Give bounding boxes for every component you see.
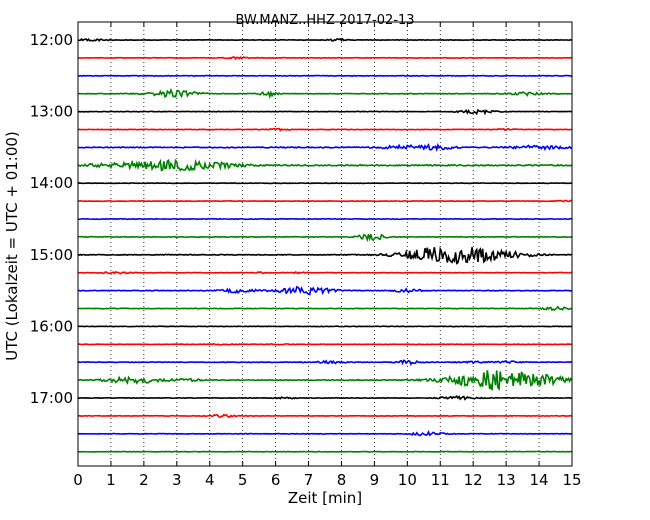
x-axis-ticks: 0 1 2 3 4 5 6 7 8 9 10 11 12 13 14 15 (73, 22, 582, 489)
trace-1215 (77, 55, 573, 61)
y-tick-label-4: 16:00 (30, 317, 73, 335)
x-tick-label-7: 7 (304, 471, 314, 489)
trace-1715 (77, 413, 573, 418)
seismogram-traces (77, 37, 573, 453)
trace-1400 (77, 182, 573, 185)
x-tick-label-0: 0 (73, 471, 83, 489)
trace-1430 (77, 217, 573, 221)
x-tick-label-9: 9 (370, 471, 380, 489)
y-tick-label-2: 14:00 (30, 174, 73, 192)
trace-1745 (77, 450, 573, 453)
x-tick-label-8: 8 (337, 471, 347, 489)
plot-frame (77, 21, 573, 467)
y-axis-ticks: 12:00 13:00 14:00 15:00 16:00 17:00 (30, 31, 83, 407)
x-tick-label-6: 6 (271, 471, 281, 489)
trace-1530 (77, 285, 573, 296)
y-axis-label: UTC (Lokalzeit = UTC + 01:00) (3, 131, 21, 361)
trace-1500 (77, 246, 573, 265)
trace-1415 (77, 199, 573, 203)
y-tick-label-0: 12:00 (30, 31, 73, 49)
x-tick-label-11: 11 (431, 471, 450, 489)
y-tick-label-3: 15:00 (30, 246, 73, 264)
y-tick-label-1: 13:00 (30, 103, 73, 121)
trace-1445 (77, 233, 573, 243)
trace-1615 (77, 342, 573, 346)
x-tick-label-14: 14 (530, 471, 549, 489)
y-tick-label-5: 17:00 (30, 389, 73, 407)
x-tick-label-1: 1 (106, 471, 116, 489)
trace-1730 (77, 429, 573, 437)
trace-1515 (77, 270, 573, 275)
trace-1200 (77, 37, 573, 43)
trace-1230 (77, 74, 573, 77)
x-tick-label-13: 13 (497, 471, 516, 489)
trace-1700 (77, 395, 573, 401)
x-tick-label-5: 5 (238, 471, 248, 489)
x-axis-label: Zeit [min] (288, 489, 362, 507)
x-tick-label-3: 3 (172, 471, 182, 489)
x-tick-label-2: 2 (139, 471, 149, 489)
chart-title: BW.MANZ..HHZ 2017-02-13 (235, 13, 414, 28)
trace-1300 (77, 108, 573, 116)
trace-1345 (77, 158, 573, 172)
trace-1330 (77, 142, 573, 153)
x-tick-label-4: 4 (205, 471, 215, 489)
trace-1315 (77, 127, 573, 132)
x-tick-label-10: 10 (398, 471, 417, 489)
trace-1600 (77, 325, 573, 328)
x-tick-label-12: 12 (464, 471, 483, 489)
x-tick-label-15: 15 (562, 471, 581, 489)
trace-1545 (77, 305, 573, 312)
trace-1645 (77, 370, 573, 391)
trace-1630 (77, 359, 573, 366)
trace-1245 (77, 87, 573, 100)
